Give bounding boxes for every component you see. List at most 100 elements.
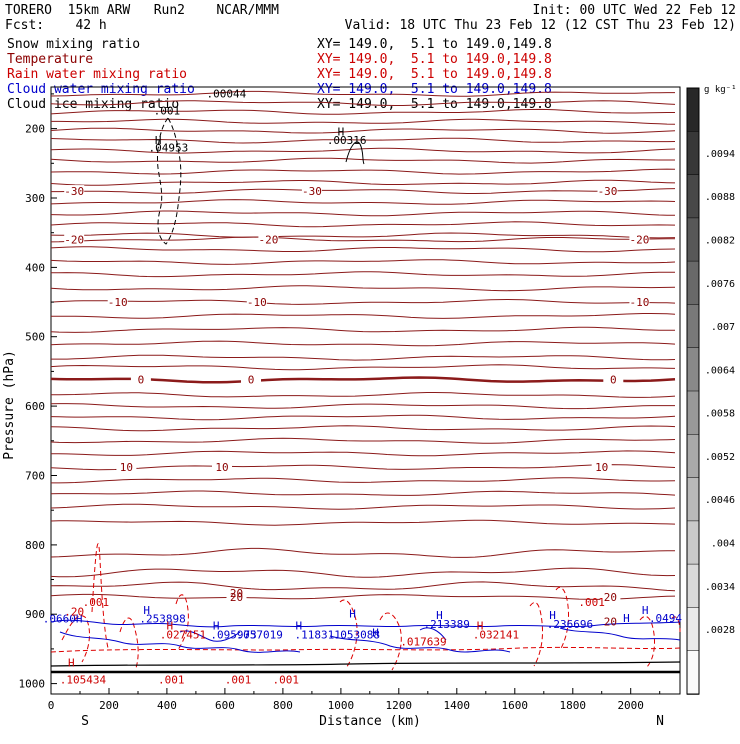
contour-annotation: .001 [578,596,605,609]
isotherm-line [50,232,676,239]
endpoint-right-label: N [656,714,664,729]
isotherm-line [50,147,676,154]
isotherm-label-bg [116,461,137,474]
isotherm-line [50,137,676,144]
contour-annotation: H [642,604,649,617]
x-tick-label: 1400 [444,699,471,712]
contour-annotation: .057019 [237,629,283,642]
rain-water-contour [175,594,189,651]
y-tick-label: 400 [25,261,45,274]
isotherm-line [50,414,676,421]
rain-water-contour [555,586,569,651]
isotherm-line [50,490,676,496]
contour-annotation: H [549,609,556,622]
x-tick-label: 800 [273,699,293,712]
rain-water-contour [379,612,402,671]
isotherm-label-bg [107,296,128,309]
legend-label-cloud-water: Cloud water mixing ratio [7,82,195,97]
isotherm-line [50,179,676,186]
isotherm-line [50,547,675,558]
isotherm-label-bg [130,373,151,386]
axes-layer: 0 200 400 600 800 1000 1200 1400 1600 1800 2000200… [19,93,661,712]
rain-water-contour [339,599,358,669]
legend-range-cloud-water: XY= 149.0, 5.1 to 149.0,149.8 [317,82,552,97]
colorbar-swatch [686,607,700,652]
contour-annotation: .236696 [547,618,593,631]
isotherm-line [51,354,676,361]
rain-water-contour [50,646,681,653]
contour-annotation: .04953 [149,142,189,155]
contour-annotation: H [623,612,630,625]
isotherm-label-bg [64,185,85,198]
x-tick-label: 400 [157,699,177,712]
x-tick-label: 2000 [617,699,644,712]
contour-annotation: .0494 [649,612,682,625]
isotherm-label-bg [629,296,650,309]
isotherm-line [50,403,675,410]
contour-annotation: H [349,608,356,621]
isotherm-line [50,271,675,278]
colorbar-label: .0076 [705,279,735,290]
x-tick-label: 1800 [560,699,587,712]
colorbar-swatch [686,217,700,262]
x-tick-label: 200 [99,699,119,712]
isotherm-line [50,221,676,228]
cloud-water-contour [559,627,681,641]
contour-annotation: H [436,609,443,622]
legend-range-rain: XY= 149.0, 5.1 to 149.0,149.8 [317,67,552,82]
isotherm-label: -30 [302,185,322,198]
x-tick-label: 0 [48,699,55,712]
colorbar-swatch [686,390,700,436]
isotherm-line [50,108,675,115]
colorbar-unit: g kg⁻¹ [704,85,737,95]
legend-range-temperature: XY= 149.0, 5.1 to 149.0,149.8 [317,52,552,67]
y-axis-title: Pressure (hPa) [2,350,17,460]
plot-frame [50,86,681,695]
contour-annotation: .027451 [160,629,206,642]
x-tick-label: 1000 [328,699,355,712]
isotherm-label: 10 [120,461,133,474]
colorbar-label: .0052 [705,452,735,463]
cloud-ice-contour [157,117,182,245]
isotherm-line [50,519,676,526]
isotherm-labeled-line [50,236,675,243]
isotherm-label: -10 [108,296,128,309]
rain-water-contour [61,615,90,663]
contour-annotation: .118311 [295,629,341,642]
isotherm-label: -30 [64,185,84,198]
contour-annotation: H [155,134,162,147]
endpoint-left-label: S [81,714,89,729]
isotherm-line [50,285,676,292]
isotherm-labeled-line [50,376,676,384]
legend: Snow mixing ratio XY= 149.0, 5.1 to 149.… [7,37,552,112]
isotherm-labeled-line [50,464,676,471]
cloud-water-contour [419,627,447,641]
contour-annotation: .001 [83,596,110,609]
colorbar: g kg⁻¹ .0094 .0088 .0082 .0076 .007 .0064 .005… [686,85,737,695]
surface-line [50,661,681,667]
isotherm-label: 20 [604,591,617,604]
colorbar-swatch [686,304,700,349]
y-tick-label: 200 [25,123,45,136]
colorbar-label: .0094 [705,149,735,160]
isotherm-label-bg [597,185,618,198]
isotherm-label: 0 [610,374,617,387]
colorbar-swatch [686,131,700,176]
cloud-water-contour [179,630,241,642]
colorbar-swatch [686,260,700,306]
legend-label-temperature: Temperature [7,52,93,67]
isotherm-line [50,364,676,371]
rain-water-contour [671,616,681,633]
header-left-line1: TORERO 15km ARW Run2 NCAR/MMM [5,3,279,18]
contour-annotation: .213389 [424,618,470,631]
isotherm-line [50,425,676,432]
colorbar-label: .0088 [705,192,735,203]
colorbar-label: .0034 [705,582,735,593]
rain-water-contour [529,602,543,667]
isotherm-line [51,313,676,319]
isotherm-label-bg [226,590,247,603]
isotherm-line [50,100,676,106]
isotherm-label-bg [64,233,85,246]
colorbar-swatch [686,520,700,565]
isotherm-label-bg [212,461,232,474]
